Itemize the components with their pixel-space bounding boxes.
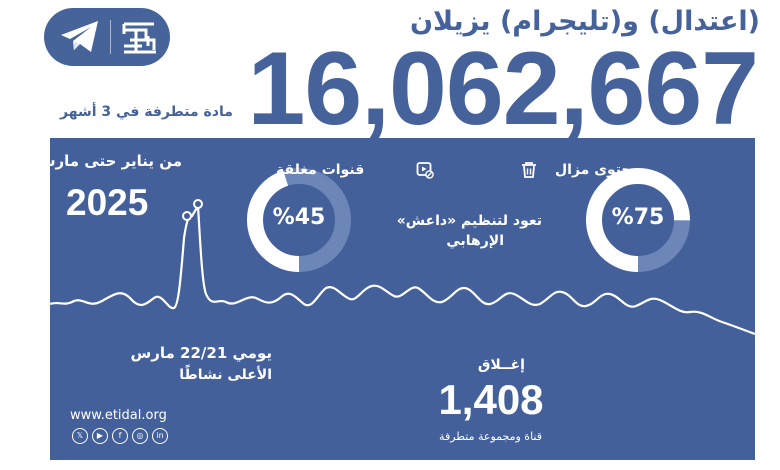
peak-date: يومي 22/21 مارس [130,344,272,362]
range-label: من يناير حتى مارس [50,152,182,170]
closed-channel-icon [416,162,434,179]
closed-channels-donut [247,168,351,272]
logo-badge [44,8,170,66]
instagram-icon[interactable]: ◎ [132,428,148,444]
linkedin-icon[interactable]: in [152,428,168,444]
closed-channels-label: قنوات مغلقة [276,162,365,178]
peak-point-1 [182,211,192,221]
social-icons: 𝕏 ▶ f ◎ in [72,428,168,444]
headline: (اعتدال) و(تليجرام) يزيلان [409,6,760,37]
closures-subtitle: قناة ومجموعة متطرفة [439,430,542,443]
telegram-icon [61,21,98,52]
peak-subtitle: الأعلى نشاطًا [179,367,272,383]
removed-content-arc [586,168,690,272]
total-removed-number: 16,062,667 [247,31,759,147]
isis-text-line2: الإرهابي [446,233,504,249]
removed-content-percent: %75 [611,205,665,230]
closed-channels-percent: %45 [272,205,326,230]
stats-panel: من يناير حتى مارس 2025 يومي 22/21 مارس ا… [50,138,755,460]
trash-icon [522,162,536,178]
youtube-icon[interactable]: ▶ [92,428,108,444]
year-value: 2025 [66,182,149,223]
logo-divider [110,20,111,54]
isis-text-line1: تعود لتنظيم «داعش» [396,213,542,229]
removed-content-label: محتوى مزال [555,162,641,178]
closures-label: إغــلاق [477,357,525,373]
peak-point-2 [193,199,203,209]
closed-channels-arc [247,168,351,272]
website-link[interactable]: www.etidal.org [70,408,167,423]
x-icon[interactable]: 𝕏 [72,428,88,444]
closures-count: 1,408 [438,376,544,423]
etidal-logo-icon [122,22,156,54]
total-caption: مادة متطرفة في 3 أشهر [60,104,233,120]
facebook-icon[interactable]: f [112,428,128,444]
removed-content-donut [586,168,690,272]
activity-wave-line [50,204,755,336]
activity-line-chart [50,168,755,336]
